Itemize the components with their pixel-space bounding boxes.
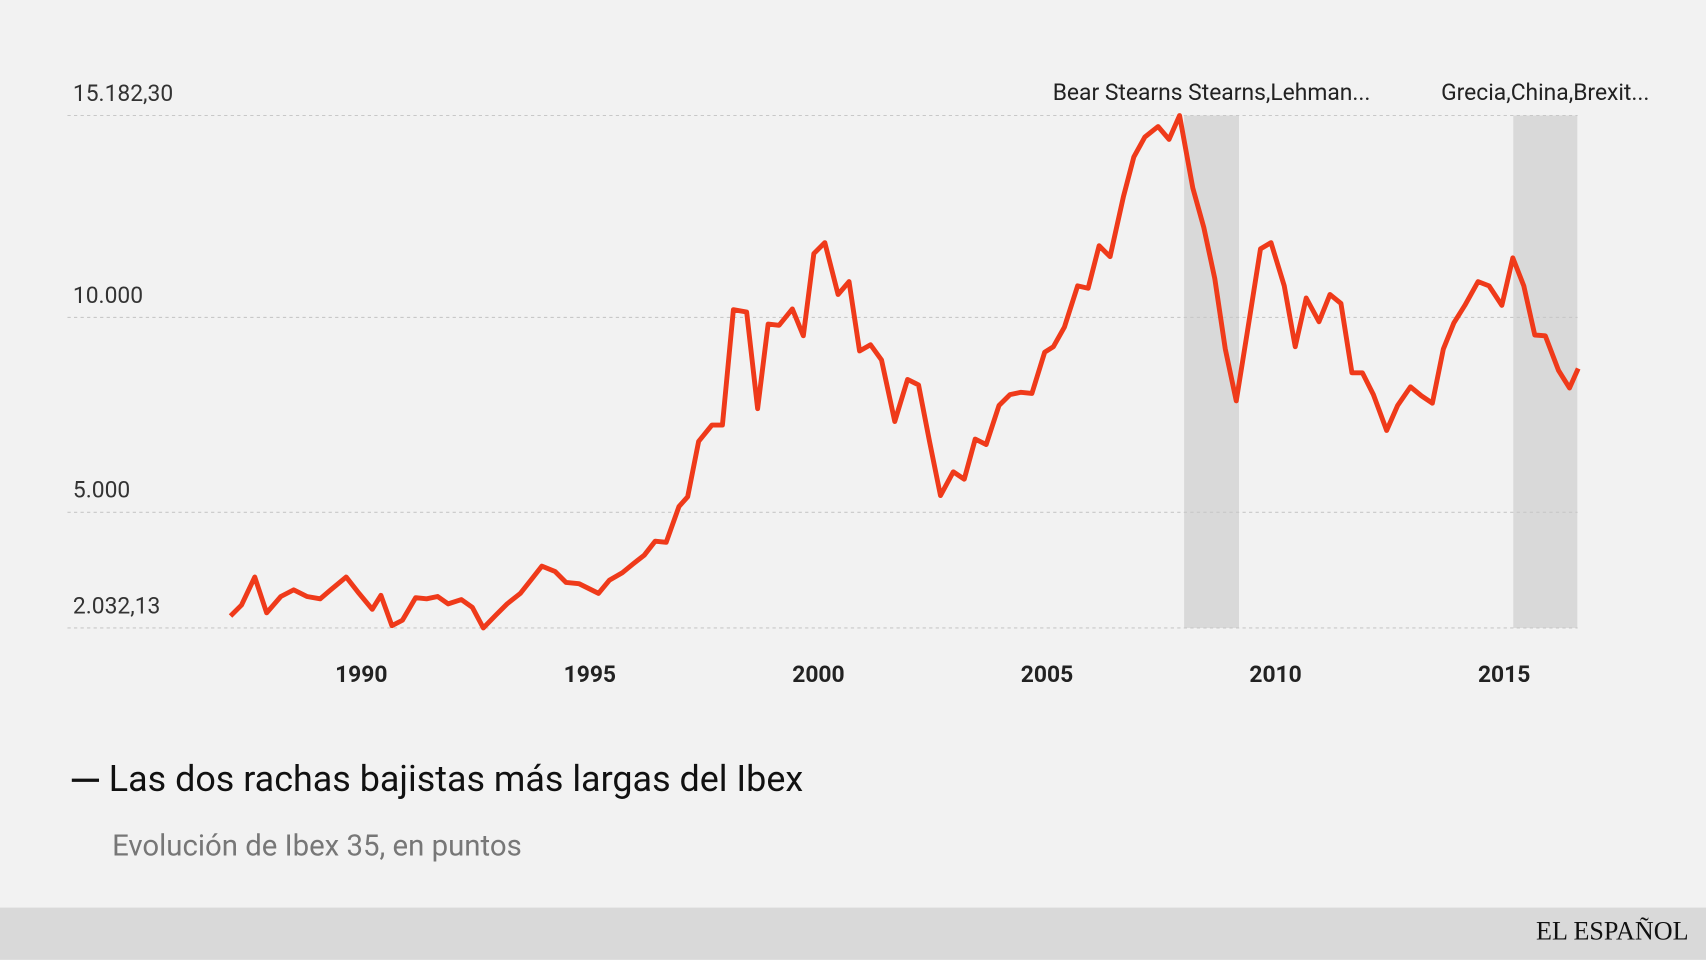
- x-tick-label: 2010: [1249, 661, 1301, 688]
- series-line: [228, 113, 1581, 631]
- x-tick-label: 1995: [564, 661, 616, 688]
- shaded-period: [1513, 115, 1578, 628]
- x-tick-label: 2005: [1021, 661, 1073, 688]
- annotation-label: Grecia,China,Brexit...: [1441, 79, 1649, 106]
- footer-bar: [0, 907, 1706, 960]
- y-tick-label: 15.182,30: [73, 80, 173, 107]
- x-tick-label: 1990: [335, 661, 387, 688]
- chart-title: Las dos rachas bajistas más largas del I…: [109, 758, 804, 800]
- annotation-label: Bear Stearns Stearns,Lehman...: [1053, 79, 1371, 106]
- source: EL ESPAÑOL: [1536, 917, 1689, 946]
- y-tick-label: 10.000: [73, 282, 143, 309]
- chart-subtitle: Evolución de Ibex 35, en puntos: [112, 830, 522, 864]
- x-tick-label: 2000: [792, 661, 844, 688]
- y-tick-label: 5.000: [73, 477, 130, 504]
- y-tick-label: 2.032,13: [73, 592, 161, 619]
- x-tick-label: 2015: [1478, 661, 1530, 688]
